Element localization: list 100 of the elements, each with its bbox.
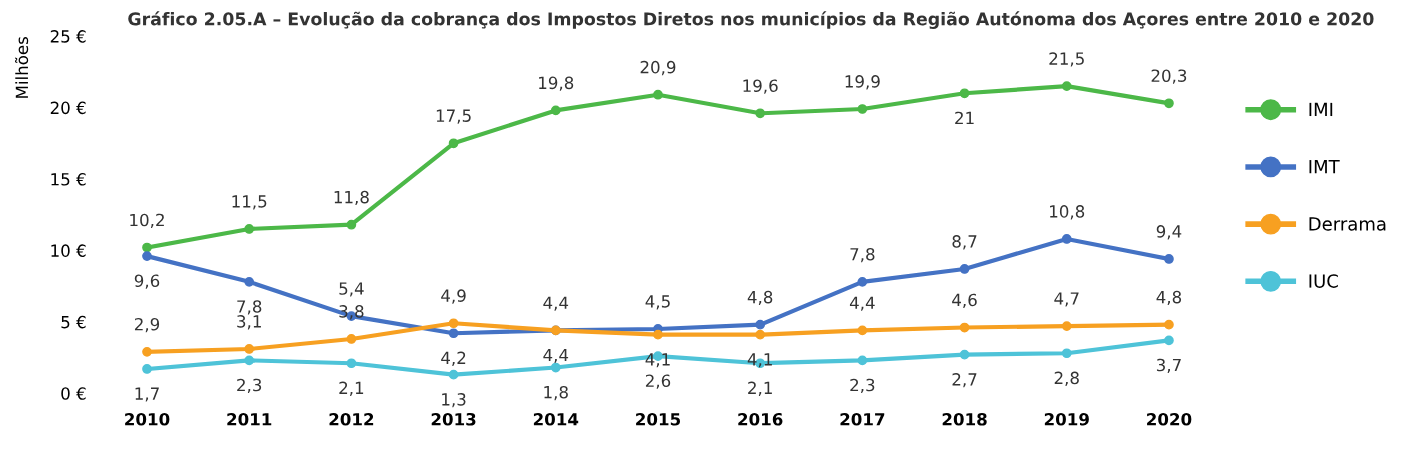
legend-label: IUC — [1309, 274, 1338, 288]
data-label: 19,8 — [539, 76, 574, 91]
data-label: 4,8 — [747, 290, 773, 306]
point — [1061, 81, 1072, 92]
data-label: 3,1 — [237, 315, 261, 330]
point — [346, 334, 357, 344]
point — [857, 276, 868, 287]
y-tick-label: 25 € — [50, 30, 86, 43]
point — [1164, 98, 1174, 109]
point — [653, 329, 663, 340]
data-label: 4,8 — [1156, 290, 1182, 306]
point — [346, 358, 357, 369]
data-label: 7,8 — [237, 300, 262, 315]
data-label: 2,8 — [1054, 371, 1079, 386]
data-label: 20,9 — [640, 60, 676, 76]
x-tick-label: 2015 — [636, 412, 680, 426]
data-label: 4,4 — [543, 348, 569, 364]
point — [1164, 319, 1174, 330]
point — [1164, 254, 1174, 264]
x-tick-label: 2020 — [1147, 412, 1192, 426]
point — [959, 264, 970, 274]
x-tick-label: 2011 — [227, 412, 272, 426]
point — [244, 224, 255, 234]
point — [142, 346, 152, 357]
y-tick-label: 10 € — [51, 244, 86, 257]
point — [857, 104, 868, 114]
point — [653, 89, 663, 100]
data-label: 4,4 — [849, 296, 875, 311]
data-label: 17,5 — [436, 109, 471, 124]
point — [448, 318, 459, 329]
point — [346, 219, 357, 230]
x-tick-label: 2012 — [329, 412, 374, 426]
data-label: 2,7 — [952, 373, 977, 388]
point — [550, 105, 561, 116]
data-label: 9,4 — [1156, 225, 1182, 240]
data-label: 4,5 — [645, 295, 670, 310]
point — [959, 322, 970, 333]
data-label: 2,1 — [748, 381, 772, 396]
data-label: 1,8 — [544, 385, 568, 401]
point — [857, 325, 868, 336]
point — [244, 355, 255, 366]
x-tick-label: 2019 — [1044, 412, 1089, 426]
x-tick-label: 2017 — [840, 412, 885, 426]
chart-title: Gráfico 2.05.A – Evolução da cobrança dos Impostos Diretos nos municípios da Região Autónoma dos Açores entre 2010 e 2020 — [128, 11, 1374, 29]
point — [448, 138, 459, 149]
data-label: 4,7 — [1054, 292, 1079, 307]
point — [755, 329, 766, 340]
data-label: 21,5 — [1049, 52, 1084, 67]
data-label: 11,5 — [232, 195, 267, 210]
data-label: 4,4 — [543, 296, 569, 311]
data-label: 2,6 — [645, 374, 671, 389]
data-label: 2,9 — [134, 317, 160, 333]
legend-label: IMT — [1309, 160, 1340, 174]
y-tick-label: 15 € — [51, 172, 86, 186]
data-label: 11,8 — [334, 190, 369, 206]
y-tick-label: 0 € — [61, 387, 86, 400]
legend-label: IMI — [1309, 102, 1333, 117]
point — [959, 88, 970, 99]
point — [959, 349, 970, 360]
data-label: 2,1 — [339, 381, 364, 396]
data-label: 19,9 — [845, 75, 880, 90]
data-label: 2,3 — [850, 378, 875, 394]
data-label: 19,6 — [743, 79, 778, 94]
data-label: 10,2 — [130, 213, 164, 228]
x-tick-label: 2018 — [942, 412, 987, 426]
x-tick-label: 2016 — [738, 412, 783, 426]
data-label: 3,7 — [1156, 358, 1181, 374]
data-label: 8,7 — [952, 235, 977, 250]
data-label: 7,8 — [850, 247, 875, 263]
data-label: 9,6 — [134, 274, 160, 289]
data-label: 21 — [955, 111, 974, 125]
y-axis-title: Milhões — [15, 36, 29, 98]
data-label: 4,2 — [441, 351, 466, 366]
x-tick-label: 2014 — [533, 412, 579, 426]
x-tick-label: 2010 — [125, 412, 170, 426]
y-tick-label: 20 € — [50, 101, 86, 115]
point — [448, 369, 459, 380]
point — [1061, 234, 1072, 244]
data-label: 10,8 — [1050, 205, 1085, 220]
point — [142, 364, 152, 374]
legend-label: Derrama — [1309, 217, 1386, 231]
point — [142, 251, 152, 261]
point — [448, 328, 459, 339]
data-label: 4,6 — [952, 293, 977, 308]
point — [1164, 335, 1174, 346]
data-label: 1,7 — [135, 387, 159, 402]
data-label: 4,9 — [441, 289, 466, 304]
point — [550, 362, 561, 373]
point — [244, 276, 255, 287]
point — [755, 108, 766, 119]
data-label: 1,3 — [442, 393, 466, 408]
point — [142, 242, 152, 253]
point — [1061, 321, 1072, 331]
data-label: 5,4 — [339, 282, 364, 297]
point — [244, 344, 255, 354]
x-tick-label: 2013 — [431, 412, 476, 426]
y-tick-label: 5 € — [61, 315, 86, 329]
point — [755, 319, 766, 330]
data-label: 2,3 — [237, 378, 262, 394]
data-label: 20,3 — [1151, 69, 1187, 84]
